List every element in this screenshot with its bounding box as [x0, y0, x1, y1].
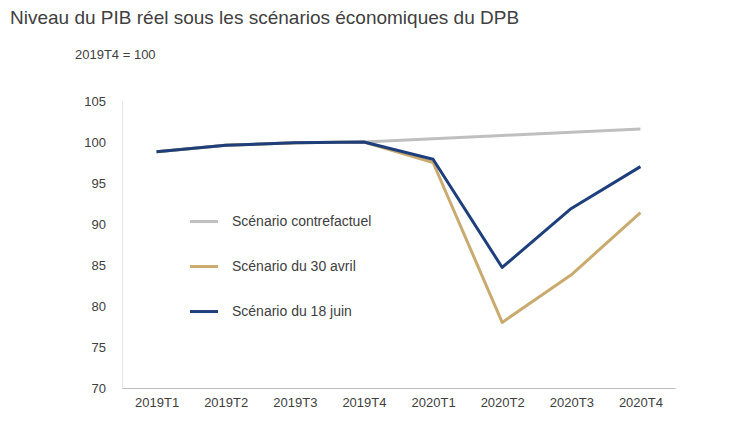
y-tick-label: 100 — [84, 135, 106, 150]
y-tick-label: 70 — [92, 381, 106, 396]
chart: Niveau du PIB réel sous les scénarios éc… — [0, 0, 750, 422]
x-tick: 2019T2 — [204, 388, 248, 410]
y-tick: 105 — [84, 94, 122, 109]
y-tick: 100 — [84, 135, 122, 150]
lines — [157, 129, 641, 323]
y-tick: 85 — [92, 258, 122, 273]
x-tick: 2019T3 — [273, 388, 317, 410]
x-tick: 2019T1 — [135, 388, 179, 410]
legend: Scénario contrefactuel Scénario du 30 avr… — [190, 213, 371, 319]
y-tick-label: 85 — [92, 258, 106, 273]
x-tick-label: 2019T4 — [342, 395, 386, 410]
x-tick-label: 2020T4 — [619, 395, 663, 410]
y-tick: 95 — [92, 176, 122, 191]
x-tick: 2020T1 — [412, 388, 456, 410]
x-tick: 2020T2 — [481, 388, 525, 410]
y-tick-label: 80 — [92, 299, 106, 314]
y-tick-label: 95 — [92, 176, 106, 191]
x-tick: 2019T4 — [342, 388, 386, 410]
legend-label: Scénario contrefactuel — [232, 213, 371, 229]
plot: 7075808590951001052019T12019T22019T32019… — [84, 94, 675, 411]
legend-label: Scénario du 30 avril — [232, 258, 356, 274]
x-axis: 2019T1 2019T2 2019T3 2019T4 2020T1 2020T2 2020… — [123, 388, 676, 410]
x-tick-label: 2020T2 — [481, 395, 525, 410]
x-tick-label: 2019T1 — [135, 395, 179, 410]
legend-label: Scénario du 18 juin — [232, 303, 352, 319]
y-axis: 70 75 80 85 90 95 100 105 — [84, 94, 122, 396]
y-tick-label: 75 — [92, 340, 106, 355]
y-axis-line — [122, 102, 123, 389]
legend-swatch — [190, 310, 218, 313]
y-tick-label: 90 — [92, 217, 106, 232]
x-tick-label: 2019T2 — [204, 395, 248, 410]
x-tick-label: 2020T1 — [412, 395, 456, 410]
series-line — [157, 129, 641, 152]
x-axis-line — [123, 388, 676, 389]
x-tick: 2020T4 — [619, 388, 663, 410]
legend-swatch — [190, 220, 218, 223]
y-tick-label: 105 — [84, 94, 106, 109]
y-tick: 70 — [92, 381, 122, 396]
title: Niveau du PIB réel sous les scénarios éc… — [10, 7, 519, 28]
legend-swatch — [190, 265, 218, 268]
y-tick: 80 — [92, 299, 122, 314]
x-tick-label: 2019T3 — [273, 395, 317, 410]
subtitle: 2019T4 = 100 — [75, 47, 156, 62]
y-tick: 75 — [92, 340, 122, 355]
series-line — [157, 142, 641, 267]
x-tick-label: 2020T3 — [550, 395, 594, 410]
x-tick: 2020T3 — [550, 388, 594, 410]
y-tick: 90 — [92, 217, 122, 232]
series-line — [157, 142, 641, 322]
